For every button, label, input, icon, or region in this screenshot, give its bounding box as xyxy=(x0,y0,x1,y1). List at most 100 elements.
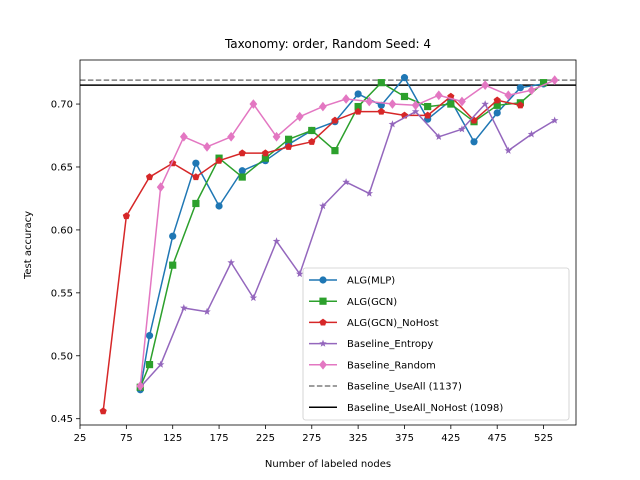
x-tick-label: 525 xyxy=(534,433,553,444)
data-point xyxy=(261,149,270,157)
legend-label: Baseline_Entropy xyxy=(347,339,433,350)
data-point xyxy=(169,232,177,240)
legend-marker xyxy=(319,339,327,347)
data-point xyxy=(272,131,281,142)
data-point xyxy=(493,96,501,104)
data-point xyxy=(308,138,316,145)
legend-label: Baseline_UseAll_NoHost (1098) xyxy=(347,403,503,414)
legend-marker xyxy=(319,297,327,305)
legend-label: ALG(GCN) xyxy=(347,297,397,308)
x-tick-label: 375 xyxy=(395,433,414,444)
data-point xyxy=(156,360,165,368)
data-point xyxy=(435,132,443,140)
x-tick-label: 475 xyxy=(488,433,507,444)
data-point xyxy=(319,101,327,112)
data-point xyxy=(331,147,339,155)
data-point xyxy=(388,120,397,128)
data-point xyxy=(516,84,524,92)
data-point xyxy=(434,90,443,101)
x-tick-label: 25 xyxy=(74,433,87,444)
data-point xyxy=(180,303,188,312)
data-point xyxy=(145,360,154,369)
y-tick-label: 0.55 xyxy=(51,288,73,299)
legend-box xyxy=(302,267,570,421)
data-point xyxy=(354,90,362,98)
data-point xyxy=(156,182,165,192)
data-point xyxy=(249,293,258,302)
data-point xyxy=(285,135,293,143)
data-point xyxy=(493,101,501,109)
x-tick-label: 175 xyxy=(210,433,229,444)
data-point xyxy=(203,141,211,152)
data-point xyxy=(295,270,304,278)
data-point xyxy=(238,173,246,181)
data-point xyxy=(527,130,536,138)
x-tick-label: 325 xyxy=(349,433,368,444)
data-point xyxy=(354,107,362,115)
legend-label: Baseline_UseAll (1137) xyxy=(347,382,462,393)
data-point xyxy=(169,261,177,269)
data-point xyxy=(527,85,536,96)
data-point xyxy=(424,102,432,111)
x-tick-label: 225 xyxy=(256,433,275,444)
data-point xyxy=(550,75,559,85)
data-point xyxy=(365,189,374,197)
data-point xyxy=(481,100,489,108)
data-point xyxy=(388,99,397,109)
data-point xyxy=(424,111,432,119)
y-tick-label: 0.45 xyxy=(51,414,73,425)
data-point xyxy=(179,131,188,142)
data-point xyxy=(504,146,513,154)
x-axis-title: Number of labeled nodes xyxy=(265,459,391,470)
x-tick-label: 275 xyxy=(302,433,321,444)
data-point xyxy=(447,100,455,108)
chart-title: Taxonomy: order, Random Seed: 4 xyxy=(224,37,431,51)
data-point xyxy=(458,96,466,107)
data-point xyxy=(136,381,145,391)
data-point xyxy=(295,111,304,122)
data-point xyxy=(550,116,559,124)
legend-marker xyxy=(319,359,327,370)
data-point xyxy=(481,80,490,91)
data-point xyxy=(238,149,246,157)
data-point xyxy=(192,159,200,167)
series-layer xyxy=(99,74,559,415)
data-point xyxy=(192,199,200,208)
data-point xyxy=(400,74,409,82)
x-axis: 25 75 125 175 225 275 325 375 425 475 525 xyxy=(74,425,553,444)
y-tick-label: 0.70 xyxy=(51,100,73,111)
data-point xyxy=(238,167,246,175)
data-point xyxy=(261,154,270,162)
data-point xyxy=(354,102,362,111)
legend-label: Baseline_Random xyxy=(347,360,436,371)
x-tick-label: 125 xyxy=(163,433,182,444)
data-point xyxy=(493,109,501,117)
plot-frame xyxy=(79,59,577,426)
data-point xyxy=(504,90,513,101)
legend: ALG(MLP) ALG(GCN) ALG(GCN)_NoHost Baseline_… xyxy=(302,267,570,421)
data-point xyxy=(215,202,223,210)
data-point xyxy=(365,96,374,107)
data-point xyxy=(377,79,385,87)
y-tick-label: 0.65 xyxy=(51,162,73,173)
y-axis: 0.45 0.50 0.55 0.60 0.65 0.70 xyxy=(51,100,80,425)
data-point xyxy=(308,126,316,135)
data-point xyxy=(99,407,107,415)
data-point xyxy=(342,94,350,104)
data-point xyxy=(215,156,223,164)
data-point xyxy=(411,100,420,111)
data-point xyxy=(145,173,154,181)
data-point xyxy=(342,178,350,186)
legend-marker xyxy=(319,318,327,326)
data-point xyxy=(227,131,236,142)
series-group xyxy=(99,92,524,415)
data-point xyxy=(227,258,235,266)
data-point xyxy=(272,237,281,245)
data-point xyxy=(331,116,339,124)
y-tick-label: 0.60 xyxy=(51,225,73,236)
legend-label: ALG(MLP) xyxy=(347,276,395,287)
x-tick-label: 75 xyxy=(120,433,133,444)
data-point xyxy=(400,92,409,101)
data-point xyxy=(192,173,200,181)
